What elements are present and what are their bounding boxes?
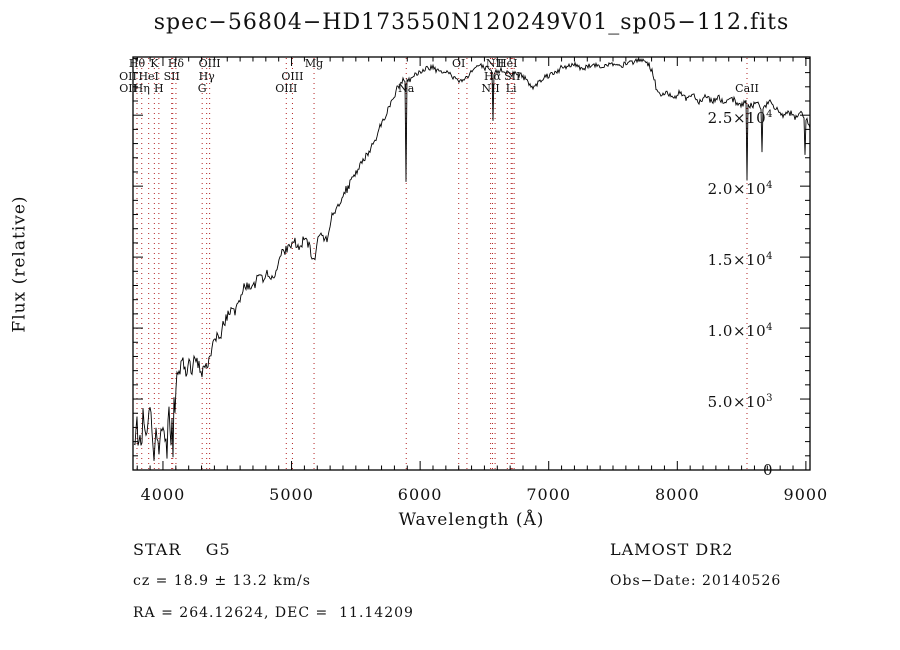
plot-title: spec−56804−HD173550N120249V01_sp05−112.f… [153,10,790,35]
survey-text: LAMOST DR2 [610,540,734,559]
spectral-line-label: Hθ [128,57,146,70]
spectral-line-label: OII [119,82,137,95]
x-tick-label: 9000 [783,485,829,504]
spectral-line-label: H [154,82,164,95]
spectral-line-label: K [150,57,159,70]
spectral-line-label: NII [485,57,505,70]
x-axis-label: Wavelength (Å) [398,510,545,530]
spectral-line-label: Hγ [198,69,215,83]
spectral-line-label: CaII [735,82,759,95]
x-tick-label: 6000 [397,485,443,504]
spectral-line-label: SII [163,69,180,83]
y-tick-label: 1.5×104 [707,251,773,270]
spectral-line-label: Li [505,82,517,95]
spectral-line-label: Mg [304,57,324,70]
spectral-line-label: G [197,82,207,95]
spectral-line-label: Hδ [167,57,185,70]
y-tick-label: 2.0×104 [707,180,773,199]
spectral-line-label: NII [481,82,500,95]
spectral-line-label: HeI [497,57,518,70]
x-tick-label: 8000 [654,485,700,504]
y-tick-label: 5.0×103 [707,393,773,412]
spectral-line-label: Na [398,82,415,95]
spectral-line-label: OIII [281,69,304,83]
spectral-line-label: OI [452,57,466,70]
spectrum-path [133,57,811,461]
x-tick-label: 5000 [269,485,314,504]
y-tick-label: 2.5×104 [707,109,773,128]
obs-date-text: Obs−Date: 20140526 [610,573,782,589]
spectral-line-label: Hη [133,82,150,95]
spectral-line-label: HeI [138,69,159,83]
x-tick-label: 7000 [526,485,572,504]
y-tick-label: 1.0×104 [707,322,773,341]
spectral-line-label: OIII [198,57,221,70]
object-class-text: STAR G5 [133,540,231,559]
spectral-line-label: SII [504,69,521,83]
radec-text: RA = 264.12624, DEC = 11.14209 [133,605,414,621]
spectral-line-label: OIII [275,82,298,95]
y-tick-label: 0 [762,461,773,479]
spectral-line-label: OII [119,69,137,83]
cz-text: cz = 18.9 ± 13.2 km/s [133,573,311,589]
x-tick-label: 4000 [140,485,186,504]
spectral-line-label: Hα [484,69,502,83]
